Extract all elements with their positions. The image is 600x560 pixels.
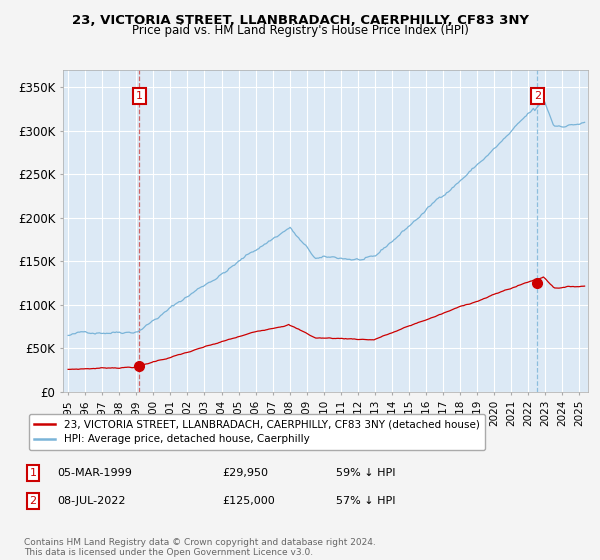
Text: 2: 2 [29, 496, 37, 506]
Text: 23, VICTORIA STREET, LLANBRADACH, CAERPHILLY, CF83 3NY: 23, VICTORIA STREET, LLANBRADACH, CAERPH… [71, 14, 529, 27]
Text: £125,000: £125,000 [222, 496, 275, 506]
Legend: 23, VICTORIA STREET, LLANBRADACH, CAERPHILLY, CF83 3NY (detached house), HPI: Av: 23, VICTORIA STREET, LLANBRADACH, CAERPH… [29, 414, 485, 450]
Text: 1: 1 [136, 91, 143, 101]
Text: 05-MAR-1999: 05-MAR-1999 [57, 468, 132, 478]
Text: 1: 1 [29, 468, 37, 478]
Text: 57% ↓ HPI: 57% ↓ HPI [336, 496, 395, 506]
Text: 08-JUL-2022: 08-JUL-2022 [57, 496, 125, 506]
Text: 2: 2 [533, 91, 541, 101]
Text: Price paid vs. HM Land Registry's House Price Index (HPI): Price paid vs. HM Land Registry's House … [131, 24, 469, 37]
Text: 59% ↓ HPI: 59% ↓ HPI [336, 468, 395, 478]
Text: Contains HM Land Registry data © Crown copyright and database right 2024.
This d: Contains HM Land Registry data © Crown c… [24, 538, 376, 557]
Text: £29,950: £29,950 [222, 468, 268, 478]
